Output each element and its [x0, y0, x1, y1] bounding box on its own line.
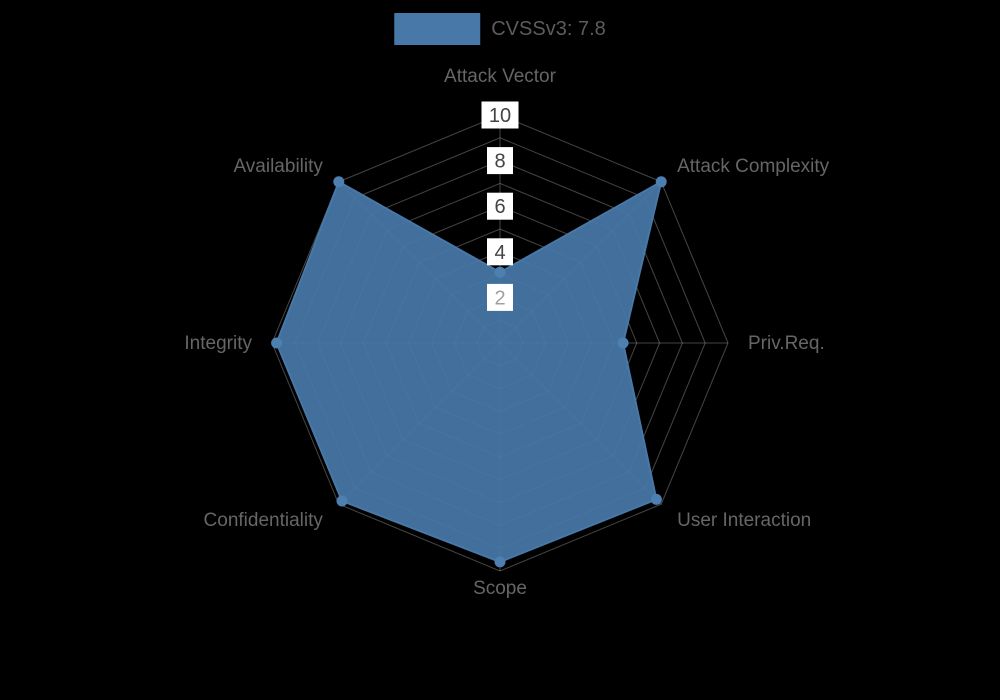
tick-backdrop — [487, 283, 513, 311]
axis-label-attack-vector: Attack Vector — [444, 66, 557, 87]
data-point — [333, 176, 345, 188]
axis-label-attack-complexity: Attack Complexity — [677, 156, 830, 177]
legend-label: CVSSv3: 7.8 — [491, 17, 606, 40]
tick-backdrop — [481, 101, 519, 129]
data-point — [336, 495, 348, 507]
tick-backdrop — [487, 192, 513, 220]
tick-label: 6 — [494, 196, 505, 218]
tick-label: 2 — [494, 287, 505, 309]
chart-legend[interactable]: CVSSv3: 7.8 — [394, 13, 606, 45]
data-point — [655, 176, 667, 188]
legend-swatch — [394, 13, 481, 45]
tick-label: 8 — [494, 151, 505, 173]
axis-label-user-interaction: User Interaction — [677, 510, 811, 531]
data-point — [494, 556, 506, 568]
data-point — [494, 266, 506, 278]
data-point — [271, 337, 283, 349]
axis-label-availability: Availability — [233, 156, 323, 177]
data-point — [650, 493, 662, 505]
data-point — [617, 337, 629, 349]
axis-label-integrity: Integrity — [184, 333, 252, 354]
data-polygon — [275, 180, 663, 563]
tick-label: 4 — [494, 242, 505, 264]
tick-backdrop — [487, 238, 513, 266]
grid-ring — [271, 114, 729, 572]
axis-label-priv-req: Priv.Req. — [748, 333, 825, 354]
tick-label: 10 — [489, 105, 511, 127]
axis-label-scope: Scope — [473, 578, 527, 599]
tick-backdrop — [487, 147, 513, 175]
axis-label-confidentiality: Confidentiality — [204, 510, 324, 531]
